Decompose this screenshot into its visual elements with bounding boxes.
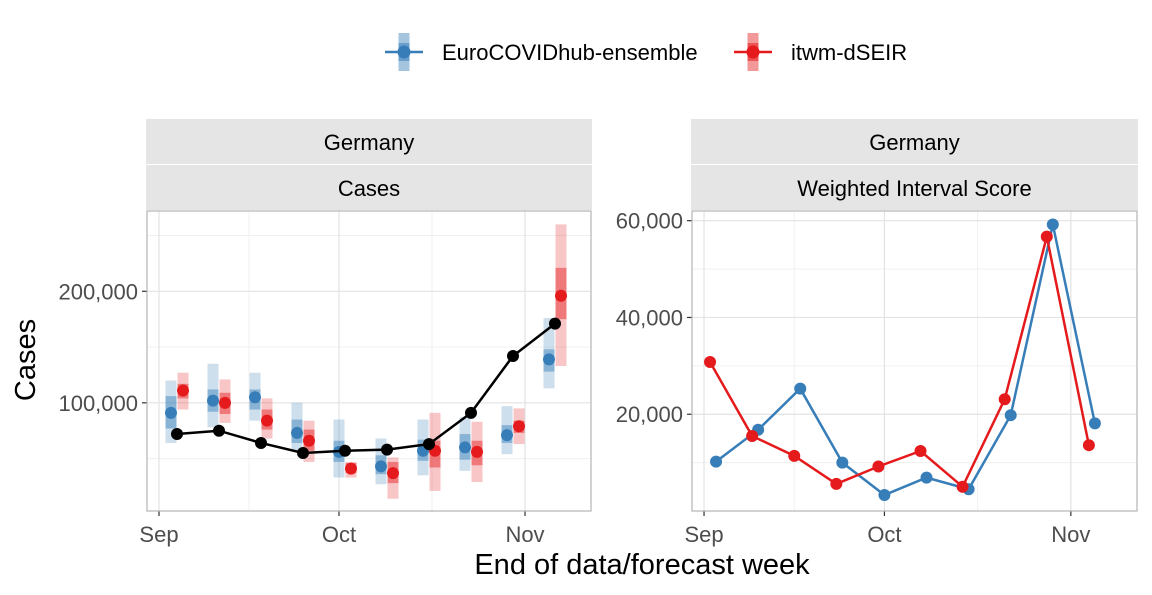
series-point-0-7 (1004, 409, 1017, 422)
observed-series (171, 317, 561, 460)
legend-marker-1 (746, 45, 760, 59)
median-point-0-7 (459, 441, 471, 454)
median-point-0-9 (543, 353, 555, 366)
median-point-0-2 (249, 391, 261, 404)
panel-border (691, 210, 1138, 512)
observed-point-3 (297, 447, 309, 460)
median-point-1-9 (555, 289, 567, 302)
strip-bottom-bg (691, 165, 1138, 210)
y-tick-label-2: 60,000 (616, 209, 683, 234)
median-point-1-7 (471, 445, 483, 458)
y-axis-label: Cases (10, 319, 42, 401)
series-point-0-4 (878, 489, 891, 502)
outer-interval-0-3 (291, 402, 303, 451)
median-point-0-8 (501, 429, 513, 442)
x-tick-label-0: Sep (684, 522, 723, 547)
strip-target-label: Cases (338, 176, 400, 201)
series-point-1-3 (830, 477, 843, 490)
grid (147, 211, 591, 511)
series-point-1-5 (914, 445, 927, 457)
series-line-0 (715, 224, 1097, 497)
strip-location-label: Germany (869, 130, 959, 155)
series-point-0-3 (836, 456, 849, 469)
x-axis-label: End of data/forecast week (474, 549, 810, 581)
observed-point-9 (549, 317, 561, 330)
observed-point-4 (339, 444, 351, 457)
median-point-0-5 (375, 460, 387, 473)
median-point-0-1 (207, 394, 219, 407)
outer-interval-0-9 (543, 318, 555, 389)
panel-weighted-interval-score: Germany Weighted Interval Score Sep Oct Nov 2… (616, 119, 1138, 547)
y-tick-label-0: 100,000 (58, 391, 138, 416)
series-point-1-9 (1082, 439, 1095, 452)
observed-point-0 (171, 428, 183, 441)
series-point-1-2 (788, 449, 801, 462)
median-point-1-5 (387, 467, 399, 480)
series-point-0-8 (1046, 218, 1059, 231)
observed-point-7 (465, 406, 477, 419)
observed-point-2 (255, 436, 267, 449)
median-point-0-0 (165, 406, 177, 419)
observed-point-6 (423, 438, 435, 451)
x-tick-label-1: Oct (867, 522, 901, 547)
median-point-1-3 (303, 434, 315, 447)
observed-point-5 (381, 443, 393, 456)
x-tick-label-0: Sep (139, 522, 178, 547)
strip-top-bg (691, 119, 1138, 164)
x-tick-label-2: Nov (1051, 522, 1090, 547)
legend-marker-0 (397, 45, 411, 59)
series-point-0-2 (794, 382, 807, 395)
legend: EuroCOVIDhub-ensemble itwm-dSEIR (385, 33, 907, 71)
observed-point-8 (507, 349, 519, 362)
series-point-1-1 (746, 430, 759, 442)
series-point-1-0 (704, 355, 717, 368)
plot-area (147, 211, 591, 511)
plot-area (692, 211, 1137, 511)
series-line-1 (708, 236, 1091, 489)
series-point-1-7 (998, 393, 1011, 406)
legend-label-1: itwm-dSEIR (791, 40, 907, 65)
median-point-1-2 (261, 414, 273, 427)
observed-line (176, 322, 556, 455)
legend-label-0: EuroCOVIDhub-ensemble (442, 40, 698, 65)
observed-point-1 (213, 424, 225, 437)
strip-top-bg (146, 119, 592, 164)
median-point-0-3 (291, 426, 303, 439)
series-point-1-8 (1040, 230, 1053, 243)
series-1 (704, 230, 1095, 493)
median-point-1-0 (177, 384, 189, 397)
series-point-1-6 (956, 480, 969, 493)
series-point-0-0 (710, 455, 723, 468)
y-tick-label-0: 20,000 (616, 402, 683, 427)
strip-bottom-bg (146, 165, 592, 210)
panel-border (146, 210, 592, 512)
x-tick-label-1: Oct (322, 522, 356, 547)
series-point-0-9 (1088, 417, 1101, 430)
median-point-1-4 (345, 462, 357, 475)
panel-cases: Germany Cases Sep Oct Nov 100,000 200,000 (58, 119, 592, 547)
strip-location-label: Germany (324, 130, 414, 155)
median-point-1-8 (513, 420, 525, 433)
series-0 (710, 218, 1101, 502)
y-tick-label-1: 200,000 (58, 279, 138, 304)
series-1 (177, 224, 567, 499)
series-point-0-5 (920, 471, 933, 484)
x-tick-label-2: Nov (505, 522, 544, 547)
y-tick-label-1: 40,000 (616, 305, 683, 330)
median-point-1-1 (219, 396, 231, 409)
strip-target-label: Weighted Interval Score (797, 176, 1031, 201)
series-point-1-4 (872, 460, 885, 473)
